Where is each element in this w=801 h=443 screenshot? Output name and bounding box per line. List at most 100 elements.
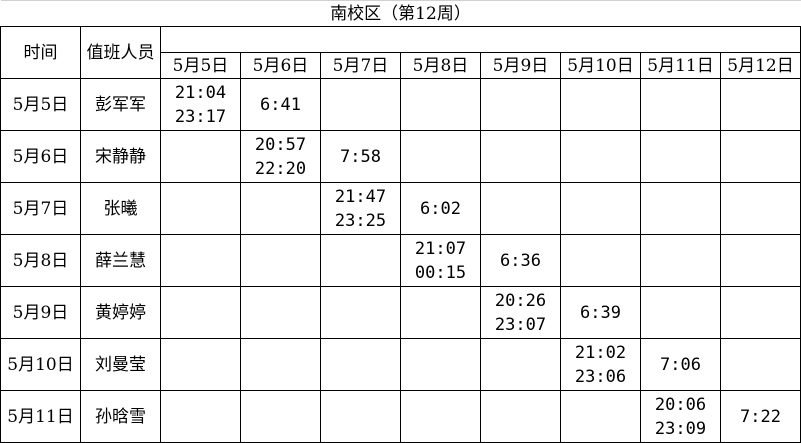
date-header[interactable]: 5月10日 bbox=[560, 52, 641, 79]
empty-cell[interactable] bbox=[400, 78, 481, 131]
empty-cell[interactable] bbox=[240, 390, 321, 443]
table-row: 5月5日 彭军军 21:04 23:17 6:41 bbox=[0, 78, 801, 131]
empty-cell[interactable] bbox=[320, 286, 401, 339]
morning-cell[interactable]: 7:22 bbox=[719, 390, 801, 443]
shift-start-time: 21:47 bbox=[334, 186, 387, 207]
row-date[interactable]: 5月7日 bbox=[0, 182, 81, 235]
empty-cell[interactable] bbox=[719, 130, 801, 183]
empty-cell[interactable] bbox=[400, 338, 481, 391]
row-staff[interactable]: 刘曼莹 bbox=[80, 338, 161, 391]
shift-end-time: 23:07 bbox=[494, 314, 547, 335]
row-staff[interactable]: 宋静静 bbox=[80, 130, 161, 183]
empty-cell[interactable] bbox=[480, 338, 561, 391]
empty-cell[interactable] bbox=[719, 78, 801, 131]
empty-cell[interactable] bbox=[719, 234, 801, 287]
empty-cell[interactable] bbox=[480, 182, 561, 235]
empty-cell[interactable] bbox=[480, 78, 561, 131]
shift-end-time: 23:06 bbox=[574, 366, 627, 387]
row-staff[interactable]: 彭军军 bbox=[80, 78, 161, 131]
empty-cell[interactable] bbox=[640, 286, 721, 339]
empty-cell[interactable] bbox=[240, 182, 321, 235]
empty-cell[interactable] bbox=[560, 78, 641, 131]
row-staff[interactable]: 薛兰慧 bbox=[80, 234, 161, 287]
empty-cell[interactable] bbox=[400, 390, 481, 443]
empty-cell[interactable] bbox=[480, 130, 561, 183]
row-date[interactable]: 5月9日 bbox=[0, 286, 81, 339]
date-header[interactable]: 5月5日 bbox=[160, 52, 241, 79]
empty-cell[interactable] bbox=[160, 130, 241, 183]
empty-cell[interactable] bbox=[640, 182, 721, 235]
date-header[interactable]: 5月7日 bbox=[320, 52, 401, 79]
empty-cell[interactable] bbox=[719, 338, 801, 391]
shift-cell[interactable]: 21:04 23:17 bbox=[160, 78, 241, 131]
shift-cell[interactable]: 20:06 23:09 bbox=[640, 390, 721, 443]
empty-cell[interactable] bbox=[560, 390, 641, 443]
empty-cell[interactable] bbox=[320, 234, 401, 287]
row-staff[interactable]: 张曦 bbox=[80, 182, 161, 235]
row-date[interactable]: 5月6日 bbox=[0, 130, 81, 183]
date-header[interactable]: 5月12日 bbox=[719, 52, 801, 79]
row-date[interactable]: 5月8日 bbox=[0, 234, 81, 287]
table-row: 5月6日 宋静静 20:57 22:20 7:58 bbox=[0, 130, 801, 183]
empty-cell[interactable] bbox=[240, 234, 321, 287]
shift-start-time: 21:04 bbox=[174, 82, 227, 103]
row-date[interactable]: 5月5日 bbox=[0, 78, 81, 131]
row-date[interactable]: 5月11日 bbox=[0, 390, 81, 443]
shift-end-time: 00:15 bbox=[414, 262, 467, 283]
morning-cell[interactable]: 6:36 bbox=[480, 234, 561, 287]
empty-cell[interactable] bbox=[719, 286, 801, 339]
sheet-title[interactable]: 南校区（第12周） bbox=[0, 0, 801, 27]
empty-cell[interactable] bbox=[719, 182, 801, 235]
morning-cell[interactable]: 6:41 bbox=[240, 78, 321, 131]
empty-cell[interactable] bbox=[160, 390, 241, 443]
empty-cell[interactable] bbox=[160, 338, 241, 391]
row-date[interactable]: 5月10日 bbox=[0, 338, 81, 391]
table-row: 5月11日 孙晗雪 20:06 23:09 7:22 bbox=[0, 390, 801, 443]
morning-cell[interactable]: 6:39 bbox=[560, 286, 641, 339]
shift-start-time: 20:06 bbox=[654, 394, 707, 415]
table-row: 5月10日 刘曼莹 21:02 23:06 7:06 bbox=[0, 338, 801, 391]
empty-cell[interactable] bbox=[160, 234, 241, 287]
morning-cell[interactable]: 7:06 bbox=[640, 338, 721, 391]
empty-cell[interactable] bbox=[560, 234, 641, 287]
empty-cell[interactable] bbox=[560, 182, 641, 235]
date-header[interactable]: 5月8日 bbox=[400, 52, 481, 79]
shift-start-time: 21:02 bbox=[574, 342, 627, 363]
empty-cell[interactable] bbox=[640, 234, 721, 287]
morning-cell[interactable]: 7:58 bbox=[320, 130, 401, 183]
date-header[interactable]: 5月11日 bbox=[640, 52, 721, 79]
header-blank[interactable] bbox=[159, 26, 801, 53]
empty-cell[interactable] bbox=[480, 390, 561, 443]
empty-cell[interactable] bbox=[560, 130, 641, 183]
shift-start-time: 20:26 bbox=[494, 290, 547, 311]
empty-cell[interactable] bbox=[160, 286, 241, 339]
shift-end-time: 22:20 bbox=[254, 158, 307, 179]
empty-cell[interactable] bbox=[640, 130, 721, 183]
header-time[interactable]: 时间 bbox=[0, 26, 81, 79]
date-header[interactable]: 5月6日 bbox=[240, 52, 321, 79]
empty-cell[interactable] bbox=[400, 130, 481, 183]
shift-cell[interactable]: 21:07 00:15 bbox=[400, 234, 481, 287]
morning-cell[interactable]: 6:02 bbox=[400, 182, 481, 235]
shift-cell[interactable]: 21:47 23:25 bbox=[320, 182, 401, 235]
shift-end-time: 23:17 bbox=[174, 106, 227, 127]
shift-cell[interactable]: 20:57 22:20 bbox=[240, 130, 321, 183]
shift-start-time: 21:07 bbox=[414, 238, 467, 259]
empty-cell[interactable] bbox=[240, 286, 321, 339]
table-row: 5月8日 薛兰慧 21:07 00:15 6:36 bbox=[0, 234, 801, 287]
empty-cell[interactable] bbox=[240, 338, 321, 391]
row-staff[interactable]: 孙晗雪 bbox=[80, 390, 161, 443]
header-staff[interactable]: 值班人员 bbox=[80, 26, 161, 79]
row-staff[interactable]: 黄婷婷 bbox=[80, 286, 161, 339]
empty-cell[interactable] bbox=[320, 78, 401, 131]
shift-cell[interactable]: 20:26 23:07 bbox=[480, 286, 561, 339]
empty-cell[interactable] bbox=[400, 286, 481, 339]
empty-cell[interactable] bbox=[320, 338, 401, 391]
empty-cell[interactable] bbox=[320, 390, 401, 443]
empty-cell[interactable] bbox=[160, 182, 241, 235]
shift-end-time: 23:09 bbox=[654, 418, 707, 439]
empty-cell[interactable] bbox=[640, 78, 721, 131]
shift-start-time: 20:57 bbox=[254, 134, 307, 155]
date-header[interactable]: 5月9日 bbox=[480, 52, 561, 79]
shift-cell[interactable]: 21:02 23:06 bbox=[560, 338, 641, 391]
